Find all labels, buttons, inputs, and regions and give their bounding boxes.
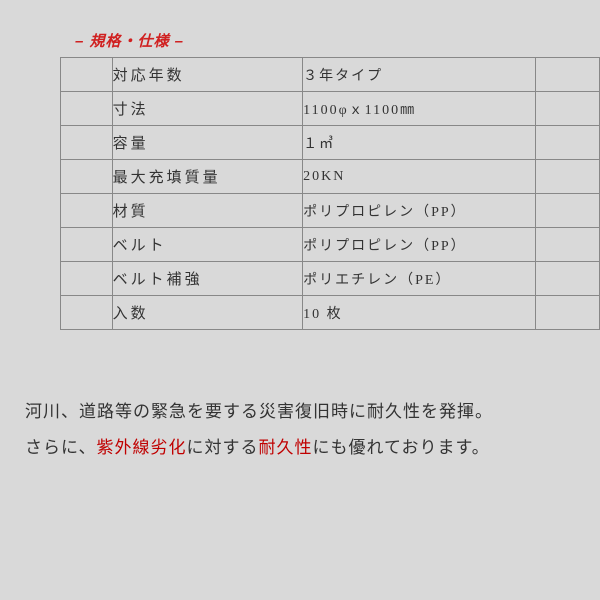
- desc-line2-c: に対する: [187, 438, 259, 457]
- spec-value: ３年タイプ: [303, 58, 536, 92]
- table-row: ベルトポリプロピレン（PP）: [61, 228, 600, 262]
- table-row: ベルト補強ポリエチレン（PE）: [61, 262, 600, 296]
- table-row: 寸法1100φｘ1100㎜: [61, 92, 600, 126]
- gutter-cell: [61, 92, 113, 126]
- gutter-cell: [61, 296, 113, 330]
- gutter-cell: [535, 194, 599, 228]
- spec-table: 対応年数３年タイプ寸法1100φｘ1100㎜容量１㎥最大充填質量20KN材質ポリ…: [60, 57, 600, 330]
- gutter-cell: [535, 160, 599, 194]
- spec-label: 寸法: [112, 92, 303, 126]
- gutter-cell: [535, 58, 599, 92]
- gutter-cell: [535, 228, 599, 262]
- spec-label: 容量: [112, 126, 303, 160]
- section-title: – 規格・仕様 –: [75, 30, 600, 51]
- spec-value: 10 枚: [303, 296, 536, 330]
- table-row: 入数10 枚: [61, 296, 600, 330]
- spec-label: ベルト補強: [112, 262, 303, 296]
- gutter-cell: [61, 262, 113, 296]
- spec-value: 1100φｘ1100㎜: [303, 92, 536, 126]
- spec-value: 20KN: [303, 160, 536, 194]
- gutter-cell: [61, 126, 113, 160]
- gutter-cell: [61, 228, 113, 262]
- spec-label: 最大充填質量: [112, 160, 303, 194]
- desc-line1: 河川、道路等の緊急を要する災害復旧時に耐久性を発揮。: [25, 402, 493, 421]
- table-row: 材質ポリプロピレン（PP）: [61, 194, 600, 228]
- spec-label: 入数: [112, 296, 303, 330]
- gutter-cell: [61, 160, 113, 194]
- table-row: 最大充填質量20KN: [61, 160, 600, 194]
- gutter-cell: [61, 58, 113, 92]
- spec-value: １㎥: [303, 126, 536, 160]
- spec-value: ポリプロピレン（PP）: [303, 194, 536, 228]
- description: 河川、道路等の緊急を要する災害復旧時に耐久性を発揮。 さらに、紫外線劣化に対する…: [25, 394, 575, 465]
- spec-label: 材質: [112, 194, 303, 228]
- spec-label: ベルト: [112, 228, 303, 262]
- table-row: 容量１㎥: [61, 126, 600, 160]
- gutter-cell: [535, 92, 599, 126]
- spec-value: ポリエチレン（PE）: [303, 262, 536, 296]
- spec-value: ポリプロピレン（PP）: [303, 228, 536, 262]
- desc-line2-a: さらに、: [25, 438, 97, 457]
- gutter-cell: [535, 126, 599, 160]
- gutter-cell: [535, 296, 599, 330]
- desc-line2-uv: 紫外線劣化: [97, 438, 187, 457]
- gutter-cell: [61, 194, 113, 228]
- desc-line2-e: にも優れております。: [313, 438, 490, 457]
- spec-sheet: – 規格・仕様 – 対応年数３年タイプ寸法1100φｘ1100㎜容量１㎥最大充填…: [0, 0, 600, 600]
- spec-table-body: 対応年数３年タイプ寸法1100φｘ1100㎜容量１㎥最大充填質量20KN材質ポリ…: [61, 58, 600, 330]
- spec-label: 対応年数: [112, 58, 303, 92]
- desc-line2-durability: 耐久性: [259, 438, 313, 457]
- table-row: 対応年数３年タイプ: [61, 58, 600, 92]
- gutter-cell: [535, 262, 599, 296]
